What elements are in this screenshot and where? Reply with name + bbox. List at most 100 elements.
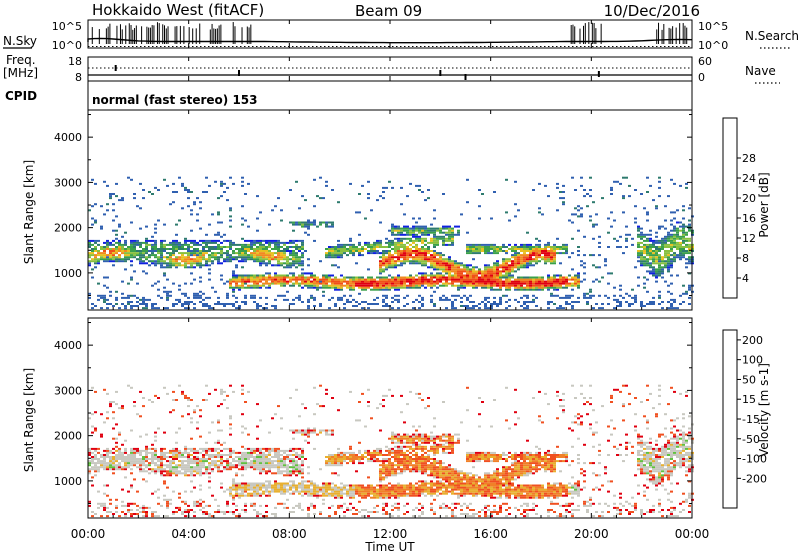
power-cell: [373, 250, 376, 252]
velocity-cell: [265, 458, 268, 460]
velocity-cell: [160, 451, 163, 454]
velocity-cell: [292, 462, 295, 465]
velocity-cell: [223, 454, 226, 456]
velocity-cell: [286, 464, 289, 467]
velocity-cell: [274, 466, 277, 469]
power-cell: [646, 250, 649, 252]
power-cell: [292, 246, 295, 248]
velocity-cell: [238, 482, 241, 485]
power-cell: [307, 284, 310, 287]
power-cell: [379, 286, 382, 289]
power-cell: [346, 298, 349, 301]
power-cell: [187, 197, 190, 200]
power-cell: [106, 307, 109, 310]
power-cell: [508, 268, 511, 271]
power-cell: [478, 250, 481, 252]
velocity-cell: [319, 431, 322, 434]
velocity-cell: [280, 458, 283, 460]
power-cell: [307, 276, 310, 279]
power-cell: [163, 307, 166, 310]
power-cell: [652, 301, 655, 303]
velocity-cell: [142, 449, 145, 452]
velocity-cell: [118, 515, 121, 518]
power-cell: [367, 246, 370, 248]
velocity-cell: [187, 470, 190, 473]
velocity-cell: [286, 474, 289, 477]
power-cell: [475, 284, 478, 287]
power-cell: [607, 246, 610, 248]
velocity-cell: [256, 466, 259, 469]
velocity-cell: [250, 484, 253, 487]
power-cell: [379, 264, 382, 267]
velocity-cell: [109, 466, 112, 469]
velocity-cell: [328, 454, 331, 456]
power-cell: [196, 264, 199, 267]
power-cell: [595, 278, 598, 281]
power-cell: [292, 303, 295, 305]
velocity-cell: [277, 447, 280, 450]
velocity-cell: [259, 492, 262, 495]
power-cell: [463, 286, 466, 289]
velocity-cell: [241, 484, 244, 487]
velocity-cell: [112, 417, 115, 420]
velocity-cell: [139, 458, 142, 460]
power-cell: [298, 278, 301, 281]
power-cell: [448, 256, 451, 259]
power-cell: [334, 305, 337, 307]
power-cell: [631, 237, 634, 240]
velocity-cell: [175, 472, 178, 475]
velocity-cell: [178, 509, 181, 511]
power-cell: [187, 258, 190, 261]
velocity-cell: [205, 472, 208, 475]
power-cell: [190, 209, 193, 212]
power-cell: [247, 278, 250, 281]
velocity-cell: [181, 454, 184, 456]
power-cell: [439, 278, 442, 281]
power-cell: [526, 288, 529, 291]
velocity-cell: [121, 407, 124, 410]
power-cell: [550, 252, 553, 255]
velocity-cell: [199, 435, 202, 438]
power-cell: [553, 294, 556, 297]
velocity-cell: [193, 468, 196, 471]
power-cell: [658, 290, 661, 293]
power-cell: [202, 292, 205, 295]
velocity-cell: [97, 451, 100, 454]
power-cell: [436, 282, 439, 285]
power-cell: [397, 284, 400, 287]
power-cell: [277, 278, 280, 281]
power-cell: [295, 248, 298, 250]
velocity-cell: [256, 494, 259, 497]
power-cell: [403, 280, 406, 283]
power-cell: [211, 307, 214, 310]
power-cell: [424, 231, 427, 234]
velocity-cell: [130, 509, 133, 511]
power-cell: [472, 274, 475, 277]
velocity-cell: [235, 456, 238, 458]
power-cell: [193, 258, 196, 261]
power-cell: [565, 250, 568, 252]
velocity-cell: [325, 431, 328, 434]
velocity-cell: [169, 411, 172, 414]
velocity-cell: [298, 429, 301, 432]
velocity-cell: [181, 392, 184, 395]
power-cell: [679, 252, 682, 255]
velocity-cell: [280, 482, 283, 485]
power-cell: [469, 294, 472, 297]
velocity-cell: [178, 496, 181, 499]
power-cell: [322, 294, 325, 297]
power-cell: [541, 213, 544, 216]
velocity-cell: [238, 460, 241, 463]
power-cell: [670, 260, 673, 263]
power-cell: [523, 286, 526, 289]
power-cell: [688, 262, 691, 265]
power-cell: [478, 189, 481, 191]
power-cell: [154, 223, 157, 226]
power-cell: [202, 258, 205, 261]
power-cell: [481, 286, 484, 289]
velocity-cell: [154, 470, 157, 473]
power-cell: [244, 219, 247, 222]
power-cell: [241, 205, 244, 208]
power-cell: [517, 256, 520, 259]
power-cell: [379, 288, 382, 291]
